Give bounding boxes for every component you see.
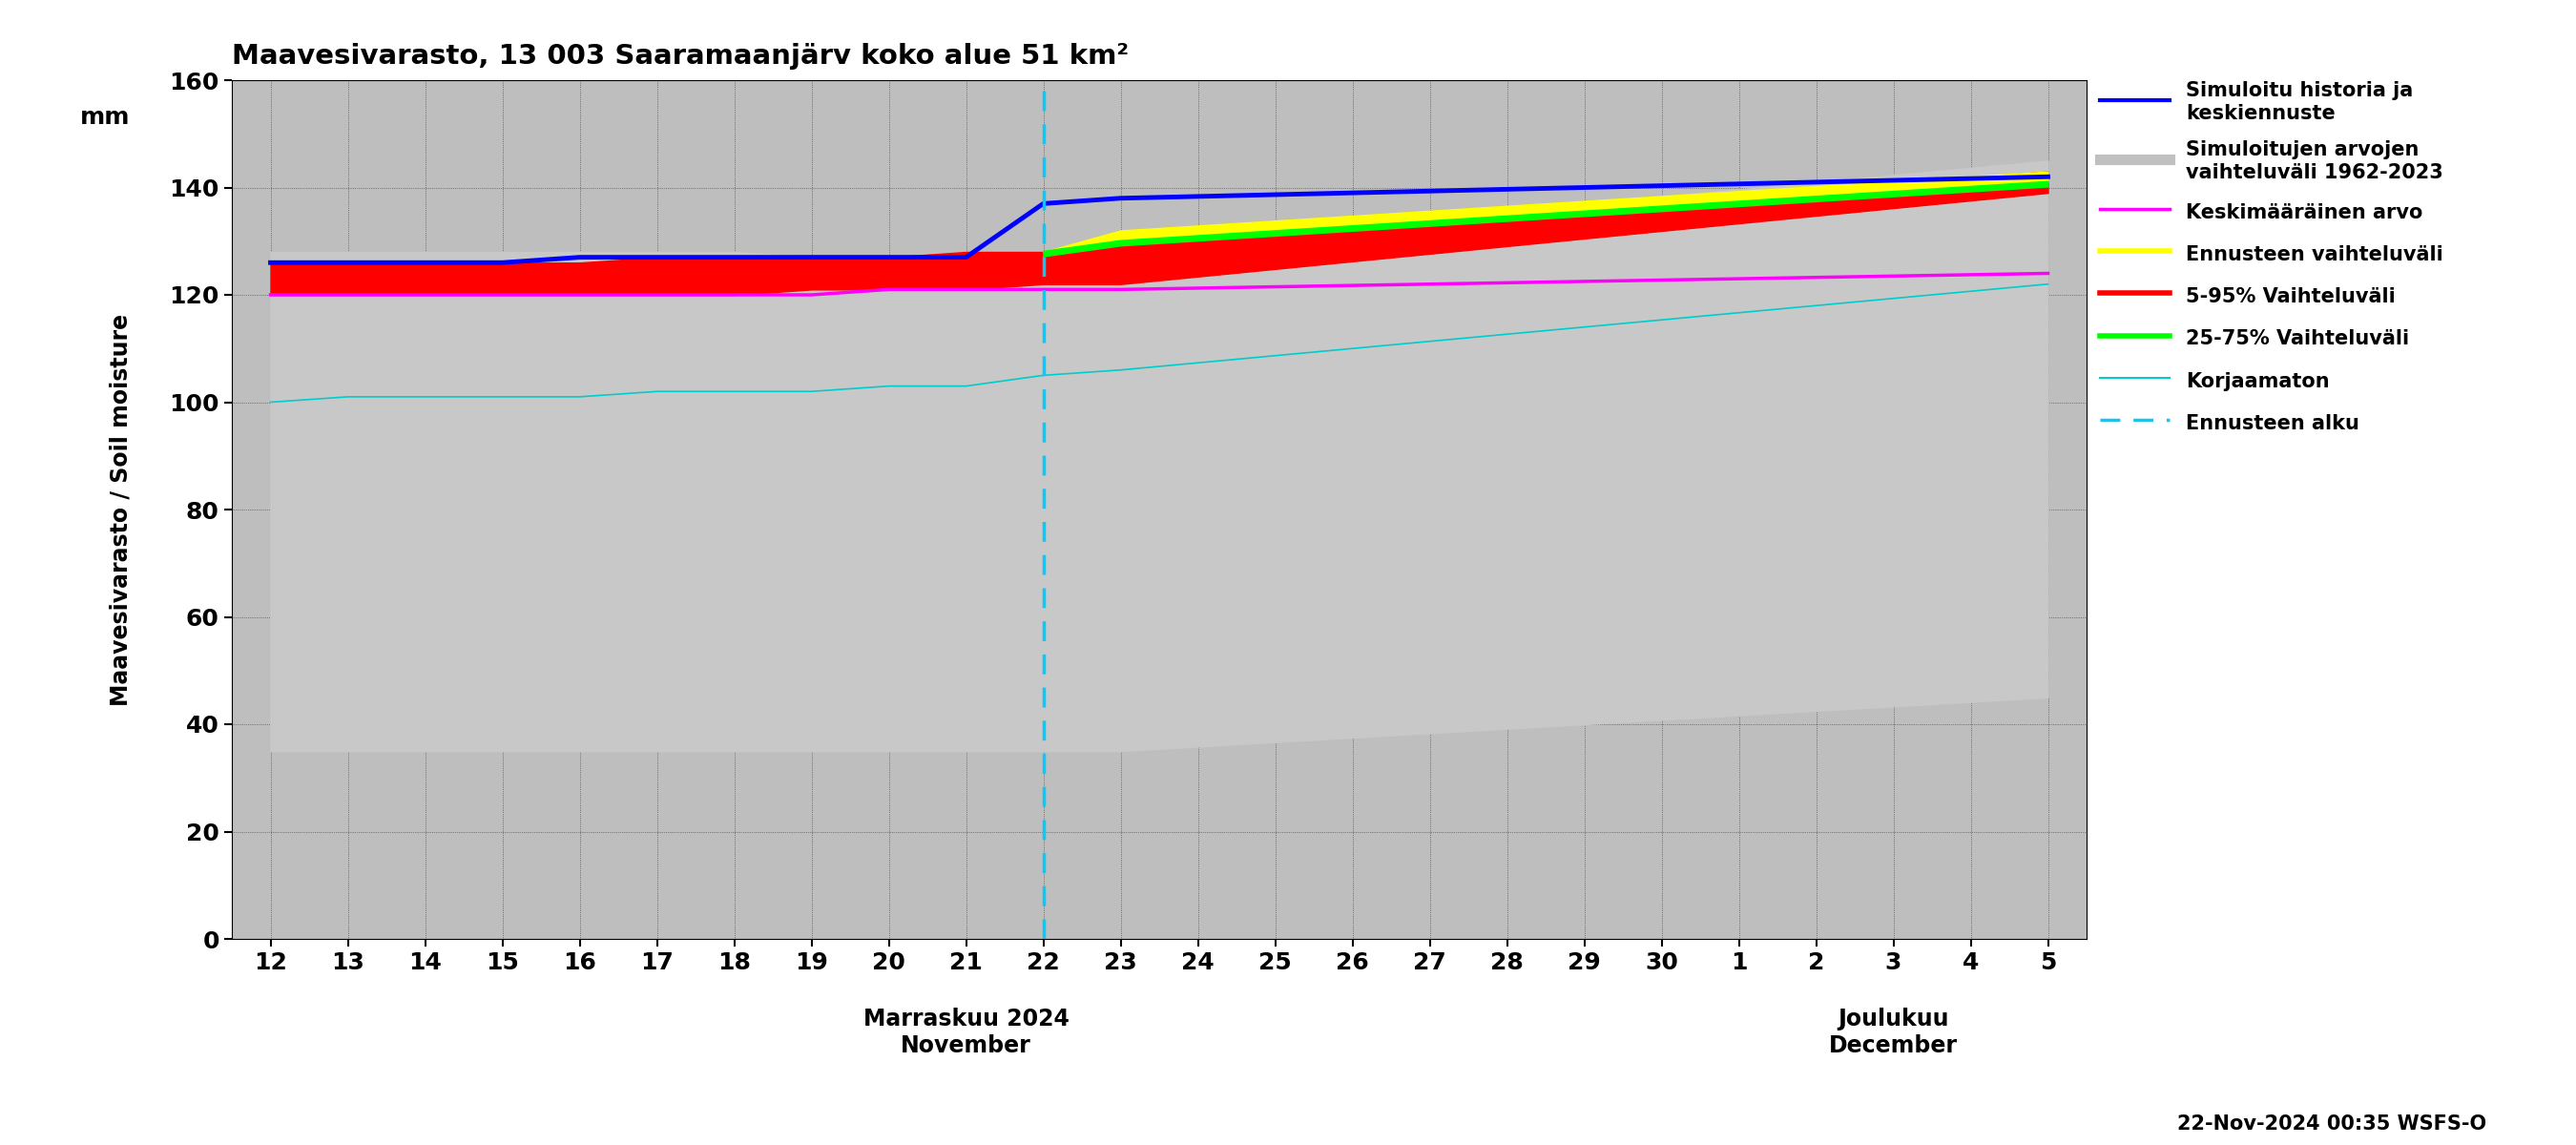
Text: mm: mm: [80, 105, 129, 128]
Text: Marraskuu 2024
November: Marraskuu 2024 November: [863, 1008, 1069, 1057]
Text: 22-Nov-2024 00:35 WSFS-O: 22-Nov-2024 00:35 WSFS-O: [2177, 1114, 2486, 1134]
Text: Joulukuu
December: Joulukuu December: [1829, 1008, 1958, 1057]
Text: Maavesivarasto, 13 003 Saaramaanjärv koko alue 51 km²: Maavesivarasto, 13 003 Saaramaanjärv kok…: [232, 44, 1128, 70]
Legend: Simuloitu historia ja
keskiennuste, Simuloitujen arvojen
vaihteluväli 1962-2023,: Simuloitu historia ja keskiennuste, Simu…: [2099, 81, 2442, 435]
Text: Maavesivarasto / Soil moisture: Maavesivarasto / Soil moisture: [108, 314, 131, 705]
